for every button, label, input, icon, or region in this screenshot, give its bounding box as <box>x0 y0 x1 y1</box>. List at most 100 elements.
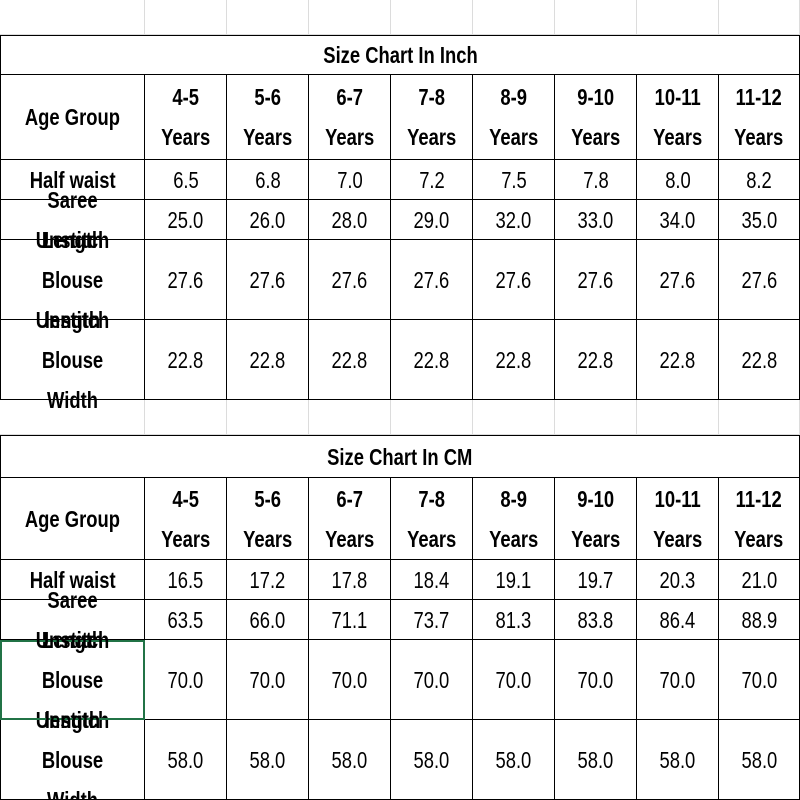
size-value: 7.0 <box>309 160 391 200</box>
row-header: Age Group <box>0 75 145 160</box>
size-value-text: 19.7 <box>577 566 614 593</box>
size-value: 25.0 <box>145 200 227 240</box>
age-header-text: 11-12 Years <box>734 84 784 150</box>
empty-cell <box>145 0 227 35</box>
age-header: 7-8 Years <box>391 75 473 160</box>
size-value-text: 22.8 <box>331 346 368 373</box>
empty-cell <box>0 400 145 435</box>
row-label: Half waist <box>0 160 145 200</box>
size-value-text: 27.6 <box>741 266 777 293</box>
size-value: 58.0 <box>227 720 309 800</box>
size-value: 70.0 <box>637 640 719 720</box>
size-value: 70.0 <box>473 640 555 720</box>
size-value: 28.0 <box>309 200 391 240</box>
size-value-text: 70.0 <box>741 666 777 693</box>
size-value-text: 70.0 <box>413 666 450 693</box>
size-value: 27.6 <box>391 240 473 320</box>
size-value: 58.0 <box>719 720 800 800</box>
size-value-text: 86.4 <box>659 606 696 633</box>
size-value: 71.1 <box>309 600 391 640</box>
size-value: 26.0 <box>227 200 309 240</box>
age-header-text: 5-6 Years <box>242 485 293 552</box>
size-value-text: 35.0 <box>741 206 777 233</box>
size-value-text: 29.0 <box>413 206 450 233</box>
table-title: Size Chart In Inch <box>0 35 800 75</box>
size-value: 6.8 <box>227 160 309 200</box>
empty-cell <box>473 400 555 435</box>
age-header-text: 8-9 Years <box>488 485 539 552</box>
age-header-text: 7-8 Years <box>406 84 457 150</box>
size-value: 73.7 <box>391 600 473 640</box>
size-value-text: 6.8 <box>254 166 281 193</box>
age-header: 6-7 Years <box>309 478 391 560</box>
size-value-text: 8.0 <box>664 166 691 193</box>
age-header-text: 5-6 Years <box>242 84 293 150</box>
size-value-text: 17.2 <box>249 566 286 593</box>
size-value: 33.0 <box>555 200 637 240</box>
row-label: Unstitch Blouse length <box>0 627 145 733</box>
row-label-text: Saree Length <box>41 586 104 653</box>
size-value-text: 27.6 <box>331 266 368 293</box>
size-value-text: 22.8 <box>741 346 777 373</box>
size-value-text: 81.3 <box>495 606 532 633</box>
size-value: 70.0 <box>719 640 800 720</box>
size-value-text: 34.0 <box>659 206 696 233</box>
empty-cell <box>719 0 800 35</box>
size-value: 58.0 <box>309 720 391 800</box>
size-value: 22.8 <box>555 320 637 400</box>
size-value: 34.0 <box>637 200 719 240</box>
empty-cell <box>309 400 391 435</box>
row-label: Saree Length <box>0 187 145 253</box>
size-value-text: 7.5 <box>500 166 527 193</box>
size-value-text: 27.6 <box>577 266 614 293</box>
size-value: 22.8 <box>227 320 309 400</box>
size-value: 58.0 <box>555 720 637 800</box>
age-header: 8-9 Years <box>473 478 555 560</box>
size-value-text: 83.8 <box>577 606 614 633</box>
size-value: 27.6 <box>555 240 637 320</box>
size-value-text: 71.1 <box>331 606 368 633</box>
size-value-text: 58.0 <box>413 746 450 773</box>
size-value-text: 58.0 <box>659 746 696 773</box>
size-value-text: 27.6 <box>167 266 204 293</box>
size-value: 7.2 <box>391 160 473 200</box>
age-header: 10-11 Years <box>637 75 719 160</box>
age-header: 6-7 Years <box>309 75 391 160</box>
size-value: 18.4 <box>391 560 473 600</box>
size-value-text: 58.0 <box>167 746 204 773</box>
empty-cell <box>555 0 637 35</box>
size-value: 22.8 <box>473 320 555 400</box>
size-value: 27.6 <box>719 240 800 320</box>
empty-cell <box>0 0 145 35</box>
age-header: 9-10 Years <box>555 478 637 560</box>
empty-cell <box>391 0 473 35</box>
empty-cell <box>637 400 719 435</box>
age-header: 4-5 Years <box>145 75 227 160</box>
age-header-text: 4-5 Years <box>160 485 211 552</box>
size-value: 27.6 <box>145 240 227 320</box>
size-value-text: 58.0 <box>495 746 532 773</box>
size-value-text: 63.5 <box>167 606 204 633</box>
empty-cell <box>227 400 309 435</box>
size-value-text: 70.0 <box>577 666 614 693</box>
size-value: 70.0 <box>145 640 227 720</box>
size-value-text: 7.8 <box>582 166 609 193</box>
size-value-text: 28.0 <box>331 206 368 233</box>
row-header-text: Age Group <box>24 104 121 130</box>
size-value: 58.0 <box>145 720 227 800</box>
age-header-text: 6-7 Years <box>324 84 375 150</box>
size-value-text: 7.0 <box>336 166 363 193</box>
age-header: 5-6 Years <box>227 478 309 560</box>
size-value: 8.2 <box>719 160 800 200</box>
size-value-text: 19.1 <box>495 566 532 593</box>
size-value: 22.8 <box>391 320 473 400</box>
empty-cell <box>309 0 391 35</box>
size-value: 16.5 <box>145 560 227 600</box>
empty-cell <box>145 400 227 435</box>
size-value: 27.6 <box>473 240 555 320</box>
size-value: 66.0 <box>227 600 309 640</box>
size-value: 22.8 <box>637 320 719 400</box>
age-header: 8-9 Years <box>473 75 555 160</box>
size-value: 7.8 <box>555 160 637 200</box>
